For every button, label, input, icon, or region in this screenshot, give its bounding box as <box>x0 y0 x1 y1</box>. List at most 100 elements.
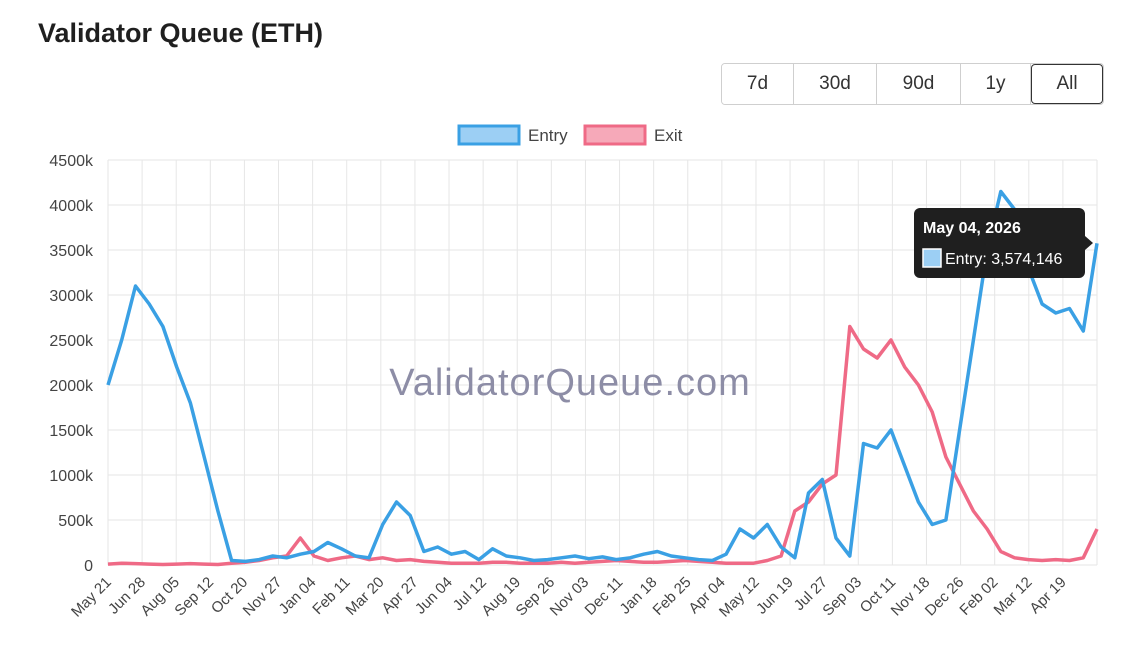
legend-swatch-exit[interactable] <box>583 124 647 146</box>
data-point-exit <box>326 559 329 562</box>
data-point-entry <box>793 556 796 559</box>
x-tick-label: Jun 04 <box>412 574 456 618</box>
data-point-exit <box>587 561 590 564</box>
data-point-exit <box>615 559 618 562</box>
data-point-exit <box>876 357 879 360</box>
data-point-exit <box>519 562 522 565</box>
data-point-entry <box>477 558 480 561</box>
data-point-entry <box>738 528 741 531</box>
range-button-1y[interactable]: 1y <box>961 64 1031 104</box>
legend-label-entry[interactable]: Entry <box>528 126 568 145</box>
data-point-entry <box>876 447 879 450</box>
x-tick-label: Apr 19 <box>1026 574 1069 617</box>
data-point-entry <box>862 442 865 445</box>
data-point-entry <box>1082 330 1085 333</box>
x-tick-label: Jun 19 <box>753 574 797 618</box>
y-tick-label: 2000k <box>49 378 94 395</box>
data-point-exit <box>683 559 686 562</box>
data-point-exit <box>574 562 577 565</box>
y-axis: 0 500k 1000k 1500k 2000k 2500k 3000k 3500k 4000k… <box>49 153 94 575</box>
data-point-exit <box>505 561 508 564</box>
data-point-entry <box>519 556 522 559</box>
data-point-entry <box>313 550 316 553</box>
data-point-exit <box>780 555 783 558</box>
data-point-entry <box>972 339 975 342</box>
data-point-exit <box>175 563 178 566</box>
data-point-entry <box>230 559 233 562</box>
tooltip-swatch <box>922 248 942 268</box>
data-point-entry <box>464 550 467 553</box>
data-point-exit <box>1041 559 1044 562</box>
data-point-exit <box>464 562 467 565</box>
data-point-entry <box>560 556 563 559</box>
data-point-exit <box>381 556 384 559</box>
data-point-entry <box>780 546 783 549</box>
data-point-exit <box>532 562 535 565</box>
data-point-entry <box>1041 303 1044 306</box>
y-tick-label: 3000k <box>49 288 94 305</box>
data-point-exit <box>203 563 206 566</box>
data-point-exit <box>807 501 810 504</box>
data-point-entry <box>422 550 425 553</box>
data-point-entry <box>299 553 302 556</box>
y-tick-label: 2500k <box>49 333 94 350</box>
x-tick-label: Nov 03 <box>547 574 593 620</box>
data-point-entry <box>629 556 632 559</box>
y-tick-label: 500k <box>58 513 94 530</box>
data-point-entry <box>120 339 123 342</box>
x-tick-label: Dec 11 <box>582 574 627 619</box>
tooltip-caret <box>1085 236 1093 250</box>
data-point-exit <box>629 560 632 563</box>
legend-label-exit[interactable]: Exit <box>654 126 683 145</box>
data-point-exit <box>793 510 796 513</box>
data-point-entry <box>917 501 920 504</box>
data-point-exit <box>848 325 851 328</box>
data-point-entry <box>161 325 164 328</box>
data-point-entry <box>450 553 453 556</box>
data-point-entry <box>546 558 549 561</box>
x-tick-label: May 21 <box>68 574 115 621</box>
data-point-exit <box>642 561 645 564</box>
data-point-entry <box>656 550 659 553</box>
data-point-exit <box>368 558 371 561</box>
data-point-exit <box>752 562 755 565</box>
data-point-entry <box>340 547 343 550</box>
data-point-exit <box>560 561 563 564</box>
range-button-7d[interactable]: 7d <box>722 64 794 104</box>
range-button-90d[interactable]: 90d <box>877 64 961 104</box>
data-point-entry <box>958 429 961 432</box>
data-point-entry <box>752 537 755 540</box>
data-point-exit <box>258 559 261 562</box>
data-point-exit <box>903 366 906 369</box>
data-point-exit <box>271 556 274 559</box>
data-point-exit <box>711 561 714 564</box>
data-point-exit <box>244 561 247 564</box>
data-point-exit <box>546 562 549 565</box>
x-tick-label: Jan 04 <box>276 574 320 618</box>
y-tick-label: 3500k <box>49 243 94 260</box>
data-point-entry <box>436 546 439 549</box>
data-point-exit <box>697 560 700 563</box>
data-point-exit <box>395 559 398 562</box>
watermark: ValidatorQueue.com <box>389 362 751 404</box>
data-point-exit <box>890 339 893 342</box>
data-point-exit <box>216 563 219 566</box>
data-point-exit <box>107 563 110 566</box>
data-point-entry <box>326 541 329 544</box>
x-tick-label: Sep 03 <box>819 574 865 620</box>
data-point-entry <box>766 523 769 526</box>
data-point-exit <box>835 474 838 477</box>
chart-title: Validator Queue (ETH) <box>38 18 324 48</box>
y-tick-label: 1000k <box>49 468 94 485</box>
range-button-30d[interactable]: 30d <box>794 64 877 104</box>
data-point-exit <box>725 562 728 565</box>
legend-swatch-entry[interactable] <box>457 124 521 146</box>
range-button-all[interactable]: All <box>1031 64 1103 104</box>
data-point-exit <box>285 555 288 558</box>
data-point-exit <box>230 562 233 565</box>
data-point-entry <box>835 537 838 540</box>
data-point-entry <box>890 429 893 432</box>
data-point-exit <box>1082 556 1085 559</box>
